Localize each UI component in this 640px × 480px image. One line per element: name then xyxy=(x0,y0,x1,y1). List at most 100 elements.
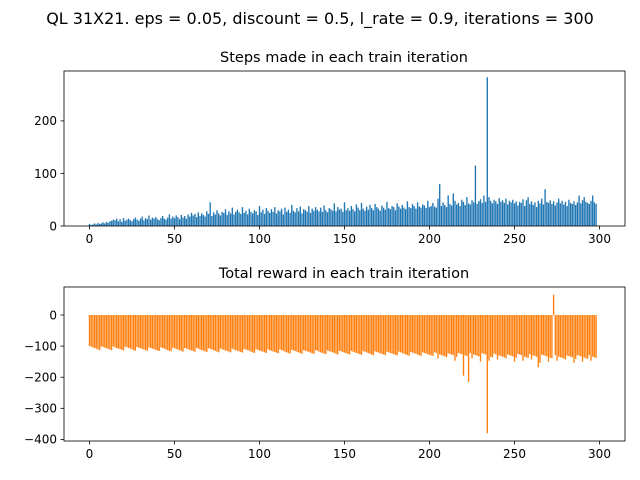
bar xyxy=(127,315,130,348)
bar xyxy=(357,315,359,354)
bar xyxy=(238,212,240,226)
bar xyxy=(466,315,468,357)
bar xyxy=(435,207,437,226)
bar xyxy=(442,202,444,226)
bar xyxy=(495,315,497,355)
bar xyxy=(110,220,113,226)
bar xyxy=(250,315,252,352)
bar xyxy=(151,217,154,226)
y-tick-label: 200 xyxy=(34,114,57,128)
bar xyxy=(124,315,126,347)
bar xyxy=(201,213,203,226)
bar xyxy=(277,210,279,226)
bar xyxy=(508,315,511,356)
bar xyxy=(143,315,145,350)
bar xyxy=(379,210,381,226)
bar xyxy=(337,207,339,226)
bar xyxy=(393,315,395,355)
bar xyxy=(507,204,509,226)
bar xyxy=(564,315,567,360)
bar xyxy=(476,203,478,226)
bar xyxy=(321,315,324,353)
bar xyxy=(189,315,191,350)
bar xyxy=(272,315,274,352)
x-tick-label: 250 xyxy=(503,232,526,246)
bar xyxy=(105,221,108,226)
bar xyxy=(449,315,451,354)
bar xyxy=(141,216,143,226)
bar xyxy=(481,202,483,226)
bar xyxy=(479,199,482,226)
bar xyxy=(99,223,101,226)
bar xyxy=(136,219,138,226)
bar xyxy=(566,315,568,356)
bar xyxy=(569,315,572,357)
bar xyxy=(512,199,514,226)
bar xyxy=(534,315,536,357)
bar xyxy=(554,205,556,226)
bar xyxy=(207,213,210,226)
bar xyxy=(90,224,92,226)
bar xyxy=(109,315,111,350)
bar xyxy=(384,315,386,356)
bar xyxy=(581,200,584,226)
bar xyxy=(121,221,123,226)
bar xyxy=(430,206,432,226)
bar xyxy=(367,209,369,226)
bar xyxy=(219,315,222,349)
bar xyxy=(360,202,363,226)
bar xyxy=(337,315,339,355)
bar xyxy=(381,205,383,226)
x-tick-label: 50 xyxy=(167,232,182,246)
bar xyxy=(287,315,290,353)
bar xyxy=(365,206,368,226)
bar xyxy=(364,210,366,226)
bar xyxy=(316,315,318,351)
bar xyxy=(518,201,521,226)
bar xyxy=(224,209,227,226)
bar xyxy=(199,315,201,350)
bar xyxy=(286,315,288,353)
bar xyxy=(253,210,256,226)
bar xyxy=(229,315,232,353)
bar xyxy=(253,315,256,353)
bar xyxy=(241,207,244,226)
bar xyxy=(185,218,188,226)
bar xyxy=(270,209,273,226)
bar xyxy=(127,218,130,226)
bar xyxy=(586,315,589,359)
bar xyxy=(136,315,138,348)
bar xyxy=(161,315,164,348)
bar xyxy=(134,315,137,351)
bar xyxy=(156,219,159,226)
bar xyxy=(199,216,201,226)
bar xyxy=(474,315,477,356)
bar xyxy=(418,315,420,356)
bar xyxy=(396,315,398,356)
bar xyxy=(158,220,160,226)
bar xyxy=(483,315,485,354)
bar xyxy=(216,210,218,226)
bar xyxy=(223,212,225,226)
bar xyxy=(484,201,487,226)
x-tick-label: 200 xyxy=(418,447,441,461)
bar xyxy=(456,315,458,357)
bar xyxy=(525,200,528,226)
bar xyxy=(207,315,210,349)
bar xyxy=(158,315,160,352)
bar xyxy=(580,315,582,357)
x-tick-label: 300 xyxy=(588,447,611,461)
bar xyxy=(515,315,517,358)
bar xyxy=(527,197,529,226)
bar xyxy=(354,211,356,226)
bar xyxy=(144,218,147,226)
x-tick-label: 300 xyxy=(588,232,611,246)
bar xyxy=(122,218,125,226)
bar xyxy=(575,204,577,226)
bar xyxy=(168,214,171,226)
bar xyxy=(541,315,543,355)
bar xyxy=(116,315,118,348)
bar xyxy=(505,315,507,359)
bar xyxy=(394,315,397,355)
bar xyxy=(333,203,335,226)
